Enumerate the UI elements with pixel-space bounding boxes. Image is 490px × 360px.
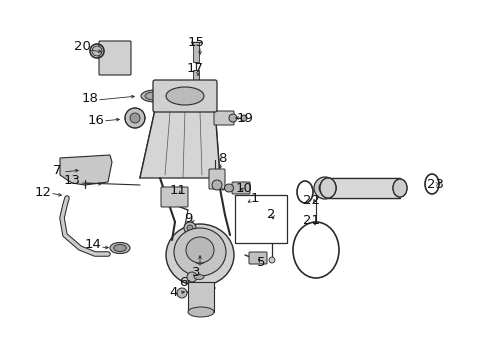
Text: 13: 13 [64,175,80,188]
Circle shape [130,113,140,123]
Bar [235,195,287,243]
FancyBboxPatch shape [249,252,267,264]
Circle shape [229,114,237,122]
Circle shape [319,182,331,194]
Ellipse shape [224,184,234,192]
Text: 1: 1 [251,192,259,204]
Circle shape [184,222,196,234]
Text: 9: 9 [184,211,192,225]
Bar [188,282,214,312]
Ellipse shape [393,179,407,197]
Ellipse shape [166,224,234,286]
Text: 10: 10 [236,183,252,195]
Circle shape [125,108,145,128]
Circle shape [194,252,206,264]
Text: 23: 23 [426,177,443,190]
Text: 11: 11 [170,184,187,197]
Ellipse shape [393,179,407,197]
Text: 16: 16 [88,114,104,127]
Ellipse shape [166,87,204,105]
Circle shape [187,225,193,231]
Ellipse shape [174,228,226,276]
Text: 22: 22 [302,194,319,207]
FancyBboxPatch shape [161,187,188,207]
Circle shape [177,288,187,298]
Ellipse shape [186,237,214,263]
Text: 4: 4 [170,287,178,300]
Text: 5: 5 [257,256,265,269]
Text: 21: 21 [302,213,319,226]
FancyBboxPatch shape [232,182,250,194]
Circle shape [314,177,336,199]
Text: 20: 20 [74,40,91,54]
Text: 3: 3 [192,266,200,279]
Ellipse shape [188,307,214,317]
Text: 8: 8 [218,152,226,165]
Text: 12: 12 [34,185,51,198]
Text: 17: 17 [187,62,203,75]
Circle shape [212,180,222,190]
Text: 14: 14 [85,238,101,252]
FancyBboxPatch shape [209,169,225,189]
Circle shape [187,272,197,282]
Bar [193,42,199,62]
Text: 18: 18 [81,91,98,104]
Ellipse shape [141,90,169,102]
FancyBboxPatch shape [99,41,131,75]
Polygon shape [60,155,112,185]
Text: 6: 6 [179,275,187,288]
Polygon shape [140,110,220,178]
Ellipse shape [110,243,130,253]
Circle shape [197,255,203,261]
FancyBboxPatch shape [153,80,217,112]
Bar [193,70,199,82]
Bar [328,178,400,198]
Text: 2: 2 [267,207,275,220]
Ellipse shape [320,178,336,198]
Ellipse shape [320,178,336,198]
Circle shape [241,115,247,121]
Circle shape [92,46,102,56]
Circle shape [269,257,275,263]
Ellipse shape [114,244,126,252]
Ellipse shape [194,274,204,279]
FancyBboxPatch shape [214,111,234,125]
Text: 19: 19 [237,112,253,125]
Text: 7: 7 [53,163,61,176]
Ellipse shape [145,92,165,100]
Text: 15: 15 [188,36,204,49]
